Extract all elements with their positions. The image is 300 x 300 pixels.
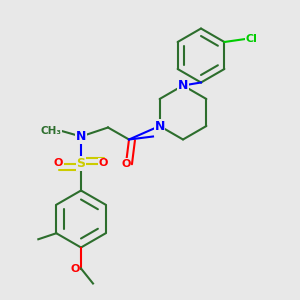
Text: CH₃: CH₃ (40, 125, 61, 136)
Text: S: S (76, 157, 85, 170)
Text: N: N (178, 79, 188, 92)
Text: Cl: Cl (245, 34, 257, 44)
Text: N: N (76, 130, 86, 143)
Text: O: O (70, 263, 80, 274)
Text: O: O (121, 158, 131, 169)
Text: O: O (99, 158, 108, 169)
Text: O: O (54, 158, 63, 169)
Text: N: N (154, 119, 165, 133)
